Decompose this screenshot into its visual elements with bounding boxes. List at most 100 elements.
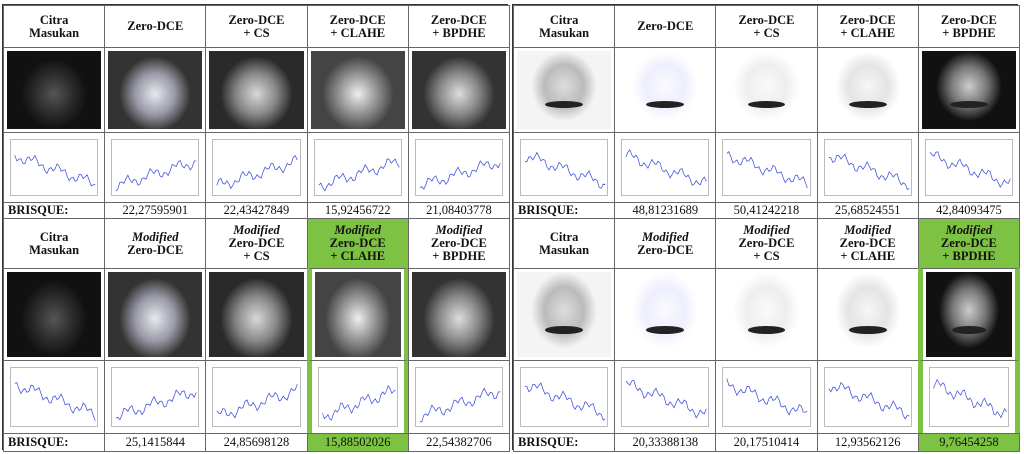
header-line: + CS (243, 25, 270, 40)
mustache (545, 100, 583, 108)
face-image (108, 272, 203, 357)
header-line: Modified (642, 229, 689, 244)
column-header: Zero-DCE + BPDHE (407, 5, 510, 48)
face-image (411, 51, 506, 129)
histogram-plot (216, 383, 299, 419)
image-cell (306, 47, 409, 133)
histogram-plot (524, 151, 606, 189)
header-line: Modified (945, 223, 993, 237)
brisque-value-text: 25,1415844 (125, 435, 185, 449)
histogram-line (828, 382, 909, 420)
brisque-value-text: 15,88502026 (324, 435, 391, 449)
histogram-plot (726, 151, 809, 189)
histogram (111, 367, 200, 427)
histogram-line (321, 385, 396, 421)
histogram-cell (715, 360, 818, 434)
face-image (517, 51, 612, 129)
histogram-plot (419, 387, 501, 423)
histogram (722, 139, 811, 196)
header-line: Zero-DCE (940, 236, 997, 250)
histogram-plot (726, 378, 808, 416)
histogram (928, 367, 1009, 427)
header-line: + CLAHE (840, 249, 896, 263)
histogram-line (318, 158, 400, 192)
histogram-plot (14, 382, 96, 421)
histogram-cell (917, 132, 1020, 203)
column-header: Zero-DCE + CLAHE (306, 5, 409, 48)
column-header: Modified Zero-DCE + CS (715, 218, 818, 269)
header-line: Zero-DCE (430, 12, 487, 27)
brisque-value-text: 12,93562126 (834, 435, 901, 449)
header-line: Modified (233, 223, 280, 237)
histogram-line (524, 151, 606, 189)
image-cell (614, 268, 717, 361)
column-header: Modified Zero-DCE + BPDHE (407, 218, 510, 269)
histogram-plot (828, 382, 909, 420)
face-image (7, 51, 102, 129)
histogram-cell (205, 132, 308, 203)
histogram (520, 139, 609, 196)
header-line: + BPDHE (942, 249, 996, 263)
header-line: Zero-DCE (940, 12, 997, 27)
histogram-cell (614, 360, 717, 434)
panel: Citra Masukan Zero-DCE Zero-DCE + CS Zero-DCE… (2, 4, 510, 452)
face-image (719, 272, 814, 357)
face-image (108, 51, 203, 129)
header-line: Zero-DCE (637, 19, 694, 33)
histogram-cell (306, 132, 409, 203)
header-line: Zero-DCE (127, 242, 184, 257)
image-cell (513, 268, 616, 361)
header-line: Masukan (29, 25, 80, 40)
image-cell (715, 268, 818, 361)
face-image (618, 272, 713, 357)
histogram-line (828, 153, 910, 190)
brisque-value: 24,85698128 (205, 433, 308, 452)
header-line: + BPDHE (432, 25, 486, 40)
brisque-value-text: 22,27595901 (122, 203, 189, 217)
histogram-cell (3, 132, 106, 203)
header-line: Modified (334, 223, 381, 237)
histogram-cell (407, 360, 510, 434)
header-line: Modified (132, 229, 179, 244)
column-header: Citra Masukan (3, 5, 106, 48)
histogram-cell (917, 360, 1020, 434)
histogram-line (726, 151, 809, 189)
column-header: Citra Masukan (513, 5, 616, 48)
brisque-value: 50,41242218 (715, 202, 818, 219)
header-line: Zero-DCE (127, 19, 184, 33)
brisque-value: 12,93562126 (816, 433, 919, 452)
image-cell (104, 47, 207, 133)
histogram-line (625, 379, 707, 419)
histogram-cell (715, 132, 818, 203)
column-header: Citra Masukan (3, 218, 106, 269)
header-line: Zero-DCE (430, 236, 487, 250)
header-line: Zero-DCE (738, 236, 795, 250)
mustache (747, 100, 786, 108)
brisque-label: BRISQUE: (513, 433, 616, 452)
brisque-value-text: 25,68524551 (834, 203, 901, 217)
column-header: Zero-DCE (614, 5, 717, 48)
brisque-value: 15,92456722 (306, 202, 409, 219)
image-cell (104, 268, 207, 361)
header-line: Modified (435, 223, 483, 237)
image-cell (3, 268, 106, 361)
histogram-line (115, 389, 197, 421)
header-line: Modified (844, 223, 891, 237)
image-cell (3, 47, 106, 133)
header-line: Zero-DCE (228, 12, 285, 27)
brisque-value: 20,33388138 (614, 433, 717, 452)
histogram-cell (614, 132, 717, 203)
column-header: Zero-DCE + CLAHE (816, 5, 919, 48)
histogram-cell (513, 360, 616, 434)
image-cell (205, 47, 308, 133)
panel: Citra Masukan Zero-DCE Zero-DCE + CS Zero-DCE… (512, 4, 1020, 452)
histogram-cell (306, 360, 409, 434)
image-cell (205, 268, 308, 361)
histogram-line (726, 378, 808, 416)
histogram-line (419, 160, 501, 190)
face-image (719, 51, 814, 129)
mustache (848, 100, 887, 108)
mustache (646, 100, 685, 108)
brisque-value: 22,27595901 (104, 202, 207, 219)
